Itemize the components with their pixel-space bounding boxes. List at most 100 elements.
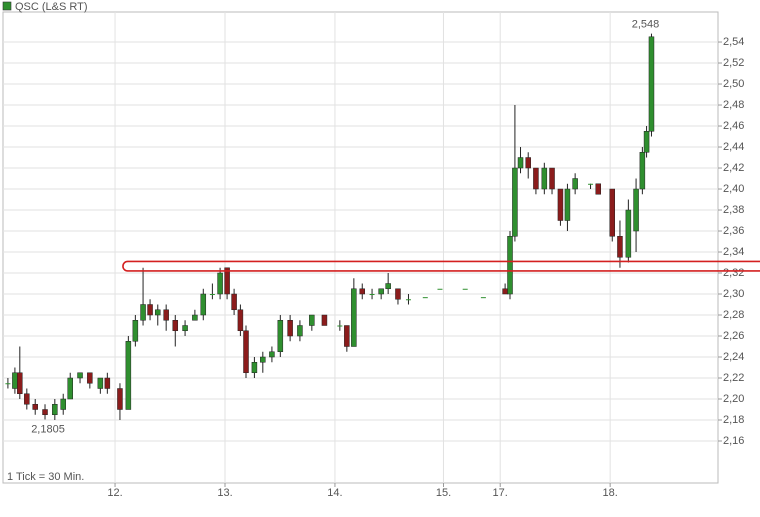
y-tick-label: 2,34 xyxy=(723,246,744,258)
candle-body xyxy=(155,309,161,316)
candle-body xyxy=(77,372,83,379)
candle-body xyxy=(480,297,486,299)
candle-body xyxy=(344,325,350,347)
candle-body xyxy=(572,178,578,190)
candle-body xyxy=(633,188,639,232)
annotation: 2,548 xyxy=(632,19,660,31)
candle-body xyxy=(337,325,343,327)
candle-body xyxy=(557,188,564,221)
candle-body xyxy=(260,356,266,363)
candle-body xyxy=(172,320,179,332)
resistance-band xyxy=(122,260,760,272)
y-tick-label: 2,22 xyxy=(723,372,744,384)
candle-body xyxy=(104,377,111,389)
candle-body xyxy=(648,36,655,132)
candle-body xyxy=(359,288,366,295)
y-tick-label: 2,28 xyxy=(723,309,744,321)
candle-body xyxy=(595,183,601,195)
candle-body xyxy=(17,372,23,395)
candle-body xyxy=(321,314,328,326)
candle-body xyxy=(617,236,623,258)
candle-body xyxy=(639,152,646,190)
candle-body xyxy=(277,320,284,353)
y-tick-label: 2,30 xyxy=(723,288,744,300)
y-tick-label: 2,36 xyxy=(723,225,744,237)
candle-body xyxy=(462,288,468,290)
candle-body xyxy=(192,314,198,321)
candle-body xyxy=(351,288,357,347)
candle-body xyxy=(217,272,223,295)
candle-body xyxy=(369,294,375,296)
annotation: 2,1805 xyxy=(31,423,65,435)
candle-body xyxy=(243,330,249,374)
candle-body xyxy=(182,325,188,332)
y-tick-label: 2,16 xyxy=(723,435,744,447)
candle-body xyxy=(32,404,38,410)
candle-body xyxy=(385,283,391,290)
x-tick-label: 12. xyxy=(107,487,122,499)
candle-body xyxy=(549,167,555,190)
candle-body xyxy=(12,372,18,389)
candle-body xyxy=(517,157,524,169)
y-tick-label: 2,18 xyxy=(723,414,744,426)
y-tick-label: 2,48 xyxy=(723,99,744,111)
candle-body xyxy=(507,236,513,295)
y-tick-label: 2,38 xyxy=(723,204,744,216)
x-tick-label: 15. xyxy=(436,487,451,499)
candle-body xyxy=(564,188,571,221)
candle-body xyxy=(541,167,548,190)
y-tick-label: 2,20 xyxy=(723,393,744,405)
candle-body xyxy=(525,157,531,169)
candle-body xyxy=(42,409,48,416)
candle-body xyxy=(224,267,230,295)
candle-body xyxy=(512,167,518,237)
x-tick-label: 14. xyxy=(327,487,342,499)
plot-frame xyxy=(2,11,719,484)
y-tick-label: 2,54 xyxy=(723,36,744,48)
candle-body xyxy=(132,320,139,342)
y-tick-label: 2,50 xyxy=(723,78,744,90)
candle-body xyxy=(609,188,616,237)
candle-body xyxy=(87,372,93,384)
candle-body xyxy=(437,288,443,290)
candle-body xyxy=(502,288,508,295)
candle-body xyxy=(231,293,237,311)
candle-body xyxy=(125,341,132,410)
candle-body xyxy=(52,404,58,416)
candle-body xyxy=(588,183,594,185)
candle-body xyxy=(117,388,123,410)
candle-body xyxy=(269,351,275,358)
y-tick-label: 2,26 xyxy=(723,330,744,342)
x-tick-label: 13. xyxy=(217,487,232,499)
candle-body xyxy=(533,167,539,190)
candle-body xyxy=(395,288,401,300)
candle-body xyxy=(287,320,293,337)
legend-swatch xyxy=(2,1,12,11)
candle-body xyxy=(5,383,11,385)
candle-body xyxy=(422,297,428,299)
candle-body xyxy=(163,309,169,321)
y-tick-label: 2,44 xyxy=(723,141,744,153)
y-tick-label: 2,24 xyxy=(723,351,744,363)
y-tick-label: 2,40 xyxy=(723,183,744,195)
candle-body xyxy=(251,362,258,374)
y-tick-label: 2,46 xyxy=(723,120,744,132)
legend-label: QSC (L&S RT) xyxy=(15,1,88,13)
candle-body xyxy=(378,288,384,295)
candle-body xyxy=(405,299,411,301)
y-tick-label: 2,32 xyxy=(723,267,744,279)
candle-body xyxy=(147,304,153,316)
candle-body xyxy=(297,325,303,337)
candle-body xyxy=(237,309,244,332)
footnote: 1 Tick = 30 Min. xyxy=(7,471,84,483)
candle-body xyxy=(67,377,73,400)
candle-body xyxy=(309,314,315,326)
candle-body xyxy=(200,293,207,316)
x-tick-label: 17. xyxy=(493,487,508,499)
candle-body xyxy=(140,304,146,321)
x-tick-label: 18. xyxy=(603,487,618,499)
candle-body xyxy=(625,209,632,258)
y-tick-label: 2,42 xyxy=(723,162,744,174)
candle-body xyxy=(97,377,104,389)
